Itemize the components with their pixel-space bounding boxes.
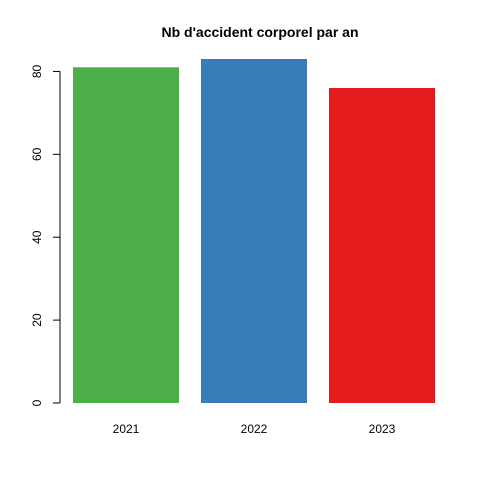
y-tick-label-0: 0 (30, 399, 44, 406)
x-tick-label-2023: 2023 (369, 422, 396, 436)
y-tick-label-20: 20 (30, 313, 44, 327)
y-tick-label-80: 80 (30, 64, 44, 78)
y-tick-label-40: 40 (30, 230, 44, 244)
bars-group (73, 59, 435, 403)
x-tick-label-2021: 2021 (113, 422, 140, 436)
y-axis: 0 20 40 60 80 (30, 64, 61, 406)
y-tick-label-60: 60 (30, 147, 44, 161)
bar-2023 (329, 88, 435, 403)
x-tick-label-2022: 2022 (241, 422, 268, 436)
bar-2022 (201, 59, 307, 403)
bar-2021 (73, 67, 179, 403)
x-axis-labels: 2021 2022 2023 (113, 422, 396, 436)
chart-title: Nb d'accident corporel par an (161, 24, 358, 40)
